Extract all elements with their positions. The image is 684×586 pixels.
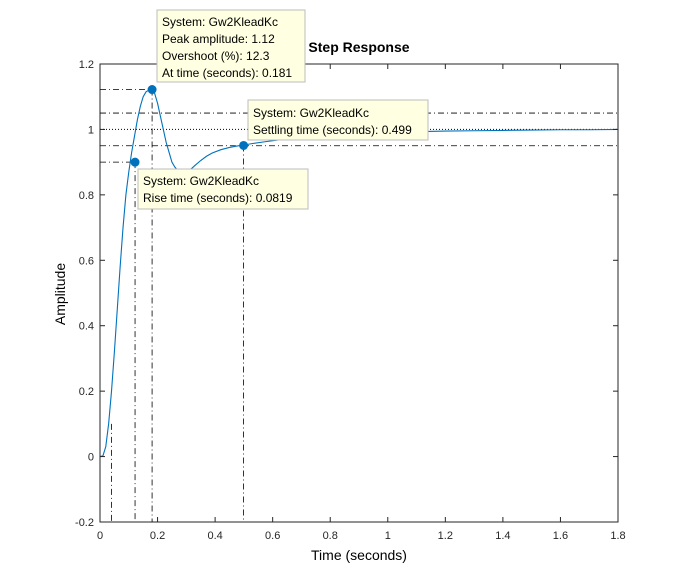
marker-settling[interactable] [239, 140, 249, 150]
datatip-settling-box [247, 99, 429, 141]
y-tick-label: 0 [88, 452, 94, 464]
datatip-rise-line-1: System: Gw2KleadKc [143, 174, 259, 188]
marker-peak[interactable] [147, 85, 157, 95]
datatip-peak-line-1: System: Gw2KleadKc [162, 15, 278, 29]
y-tick-label: 0.2 [79, 386, 94, 398]
x-tick-label: 0.2 [150, 530, 165, 542]
x-tick-label: 1.4 [495, 530, 510, 542]
datatip-peak-box [156, 9, 306, 83]
x-tick-label: 1.6 [553, 530, 568, 542]
x-tick-label: 1.8 [610, 530, 625, 542]
y-tick-label: -0.2 [75, 517, 94, 529]
datatip-rise-line-2: Rise time (seconds): 0.0819 [143, 191, 293, 205]
y-tick-label: 0.8 [79, 190, 94, 202]
datatip-peak-line-3: Overshoot (%): 12.3 [162, 49, 270, 63]
y-tick-label: 1 [88, 124, 94, 136]
datatip-peak[interactable]: System: Gw2KleadKc Peak amplitude: 1.12 … [156, 9, 306, 83]
datatip-peak-line-2: Peak amplitude: 1.12 [162, 32, 275, 46]
x-tick-label: 1 [385, 530, 391, 542]
x-tick-label: 1.2 [438, 530, 453, 542]
y-tick-label: 0.4 [79, 321, 94, 333]
datatip-rise-box [137, 168, 309, 210]
datatip-settling-line-1: System: Gw2KleadKc [253, 106, 369, 120]
x-tick-label: 0 [97, 530, 103, 542]
y-tick-label: 1.2 [79, 59, 94, 71]
datatip-rise[interactable]: System: Gw2KleadKc Rise time (seconds): … [137, 168, 309, 210]
marker-rise[interactable] [130, 157, 140, 167]
y-axis-label: Amplitude [52, 263, 68, 325]
x-tick-label: 0.8 [323, 530, 338, 542]
x-axis-label: Time (seconds) [311, 547, 407, 563]
x-tick-label: 0.6 [265, 530, 280, 542]
datatip-settling-line-2: Settling time (seconds): 0.499 [253, 123, 412, 137]
y-tick-label: 0.6 [79, 255, 94, 267]
datatip-settling[interactable]: System: Gw2KleadKc Settling time (second… [247, 99, 429, 141]
datatip-peak-line-4: At time (seconds): 0.181 [162, 66, 292, 80]
x-tick-label: 0.4 [207, 530, 222, 542]
chart-title: Step Response [308, 39, 409, 55]
